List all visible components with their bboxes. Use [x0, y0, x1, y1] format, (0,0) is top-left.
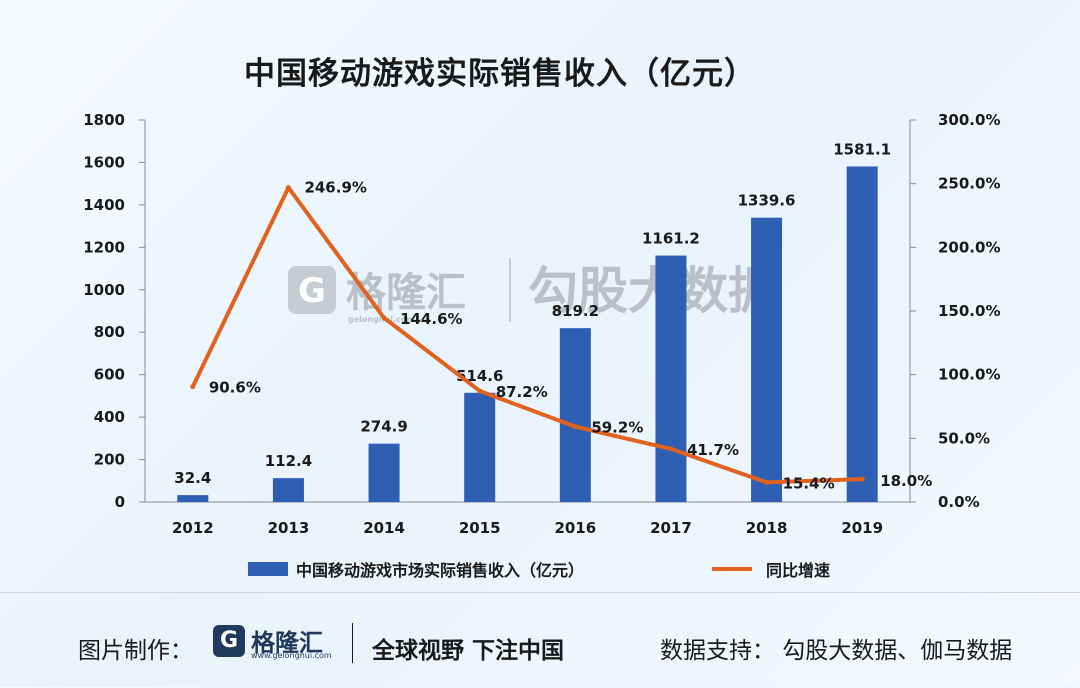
y-left-tick-label: 0 [115, 493, 125, 511]
y-right-tick-label: 150.0% [938, 302, 1000, 320]
growth-point [285, 185, 291, 191]
growth-point [668, 446, 674, 452]
bar-labels: 32.4112.4274.9514.6819.21161.21339.61581… [174, 140, 891, 487]
growth-point [572, 424, 578, 430]
growth-point [764, 479, 770, 485]
growth-value-label: 18.0% [880, 472, 932, 490]
y-left-tick-label: 1200 [83, 238, 125, 256]
line-labels: 90.6% 246.9% 144.6% 87.2% 59.2% 41.7% 15.4% 18.… [209, 179, 932, 493]
gelonghui-logo-icon: G [213, 625, 245, 657]
legend-bar-swatch [248, 562, 288, 576]
growth-point [381, 315, 387, 321]
slogan: 全球视野 下注中国 [372, 638, 565, 664]
growth-point [477, 388, 483, 394]
gelonghui-logo-url: www.gelonghui.com [251, 651, 332, 660]
data-support: 数据支持： 勾股大数据、伽马数据 [660, 638, 1013, 664]
legend-line-label: 同比增速 [766, 561, 830, 580]
x-tick-label: 2018 [746, 519, 788, 537]
footer: 图片制作： G 格隆汇 www.gelonghui.com 全球视野 下注中国 … [0, 592, 1080, 688]
growth-value-label: 59.2% [591, 419, 643, 437]
bar-value-label: 1581.1 [833, 140, 891, 158]
chart-title: 中国移动游戏实际销售收入（亿元） [244, 56, 756, 92]
growth-value-label: 87.2% [496, 383, 548, 401]
gelonghui-logo-name: 格隆汇 [251, 629, 323, 657]
y-left-tick-label: 1400 [83, 196, 125, 214]
legend-bar-label: 中国移动游戏市场实际销售收入（亿元） [296, 561, 584, 580]
axes: 0 200 400 600 800 1000 1200 1400 1600 1800 0.0% 50.… [83, 111, 1000, 537]
watermark-brand-url: gelonghui.com [348, 315, 415, 324]
growth-value-label: 15.4% [783, 474, 835, 492]
x-tick-label: 2017 [650, 519, 692, 537]
legend: 中国移动游戏市场实际销售收入（亿元） 同比增速 [248, 561, 830, 580]
y-left-tick-label: 800 [94, 323, 125, 341]
watermark-logo-icon [288, 266, 336, 314]
bar-value-label: 1161.2 [642, 230, 700, 248]
bar [846, 166, 878, 502]
bar-value-label: 274.9 [360, 418, 407, 436]
combo-chart: G 格隆汇 gelonghui.com 勾股大数据 0 200 400 600 800 1… [83, 111, 1000, 580]
made-by-label: 图片制作： [78, 638, 193, 664]
y-right-tick-label: 50.0% [938, 429, 990, 447]
growth-value-label: 144.6% [400, 310, 462, 328]
growth-point [859, 476, 865, 482]
bar [177, 495, 209, 502]
x-tick-label: 2019 [841, 519, 883, 537]
growth-value-label: 90.6% [209, 379, 261, 397]
y-left-tick-label: 200 [94, 451, 125, 469]
watermark-logo-letter: G [298, 271, 326, 311]
y-left-tick-label: 400 [94, 408, 125, 426]
y-left-tick-label: 1800 [83, 111, 125, 129]
y-left-tick-label: 1600 [83, 153, 125, 171]
y-right-tick-label: 200.0% [938, 238, 1000, 256]
x-tick-label: 2015 [459, 519, 501, 537]
bar-series [177, 166, 878, 503]
x-tick-label: 2014 [363, 519, 405, 537]
y-right-tick-label: 100.0% [938, 366, 1000, 384]
bar [559, 328, 591, 502]
footer-divider [352, 623, 353, 663]
growth-value-label: 41.7% [687, 441, 739, 459]
y-left-tick-label: 1000 [83, 281, 125, 299]
growth-value-label: 246.9% [304, 179, 366, 197]
bar [655, 255, 687, 502]
y-left-tick-label: 600 [94, 366, 125, 384]
bar-value-label: 1339.6 [738, 192, 796, 210]
bar [751, 217, 783, 503]
y-right-tick-label: 250.0% [938, 175, 1000, 193]
y-right-tick-label: 300.0% [938, 111, 1000, 129]
bar-value-label: 32.4 [174, 469, 211, 487]
growth-point [190, 384, 196, 390]
bar [464, 392, 496, 502]
watermark-partner: 勾股大数据 [528, 262, 778, 320]
x-tick-label: 2016 [554, 519, 596, 537]
bar-value-label: 819.2 [552, 302, 599, 320]
bar [368, 443, 400, 502]
y-right-tick-label: 0.0% [938, 493, 980, 511]
x-tick-label: 2012 [172, 519, 214, 537]
watermark: G 格隆汇 gelonghui.com 勾股大数据 [288, 258, 778, 324]
x-tick-label: 2013 [268, 519, 310, 537]
bar [272, 478, 304, 502]
growth-line [191, 185, 863, 485]
line-series [190, 185, 865, 485]
bar-value-label: 112.4 [265, 452, 312, 470]
